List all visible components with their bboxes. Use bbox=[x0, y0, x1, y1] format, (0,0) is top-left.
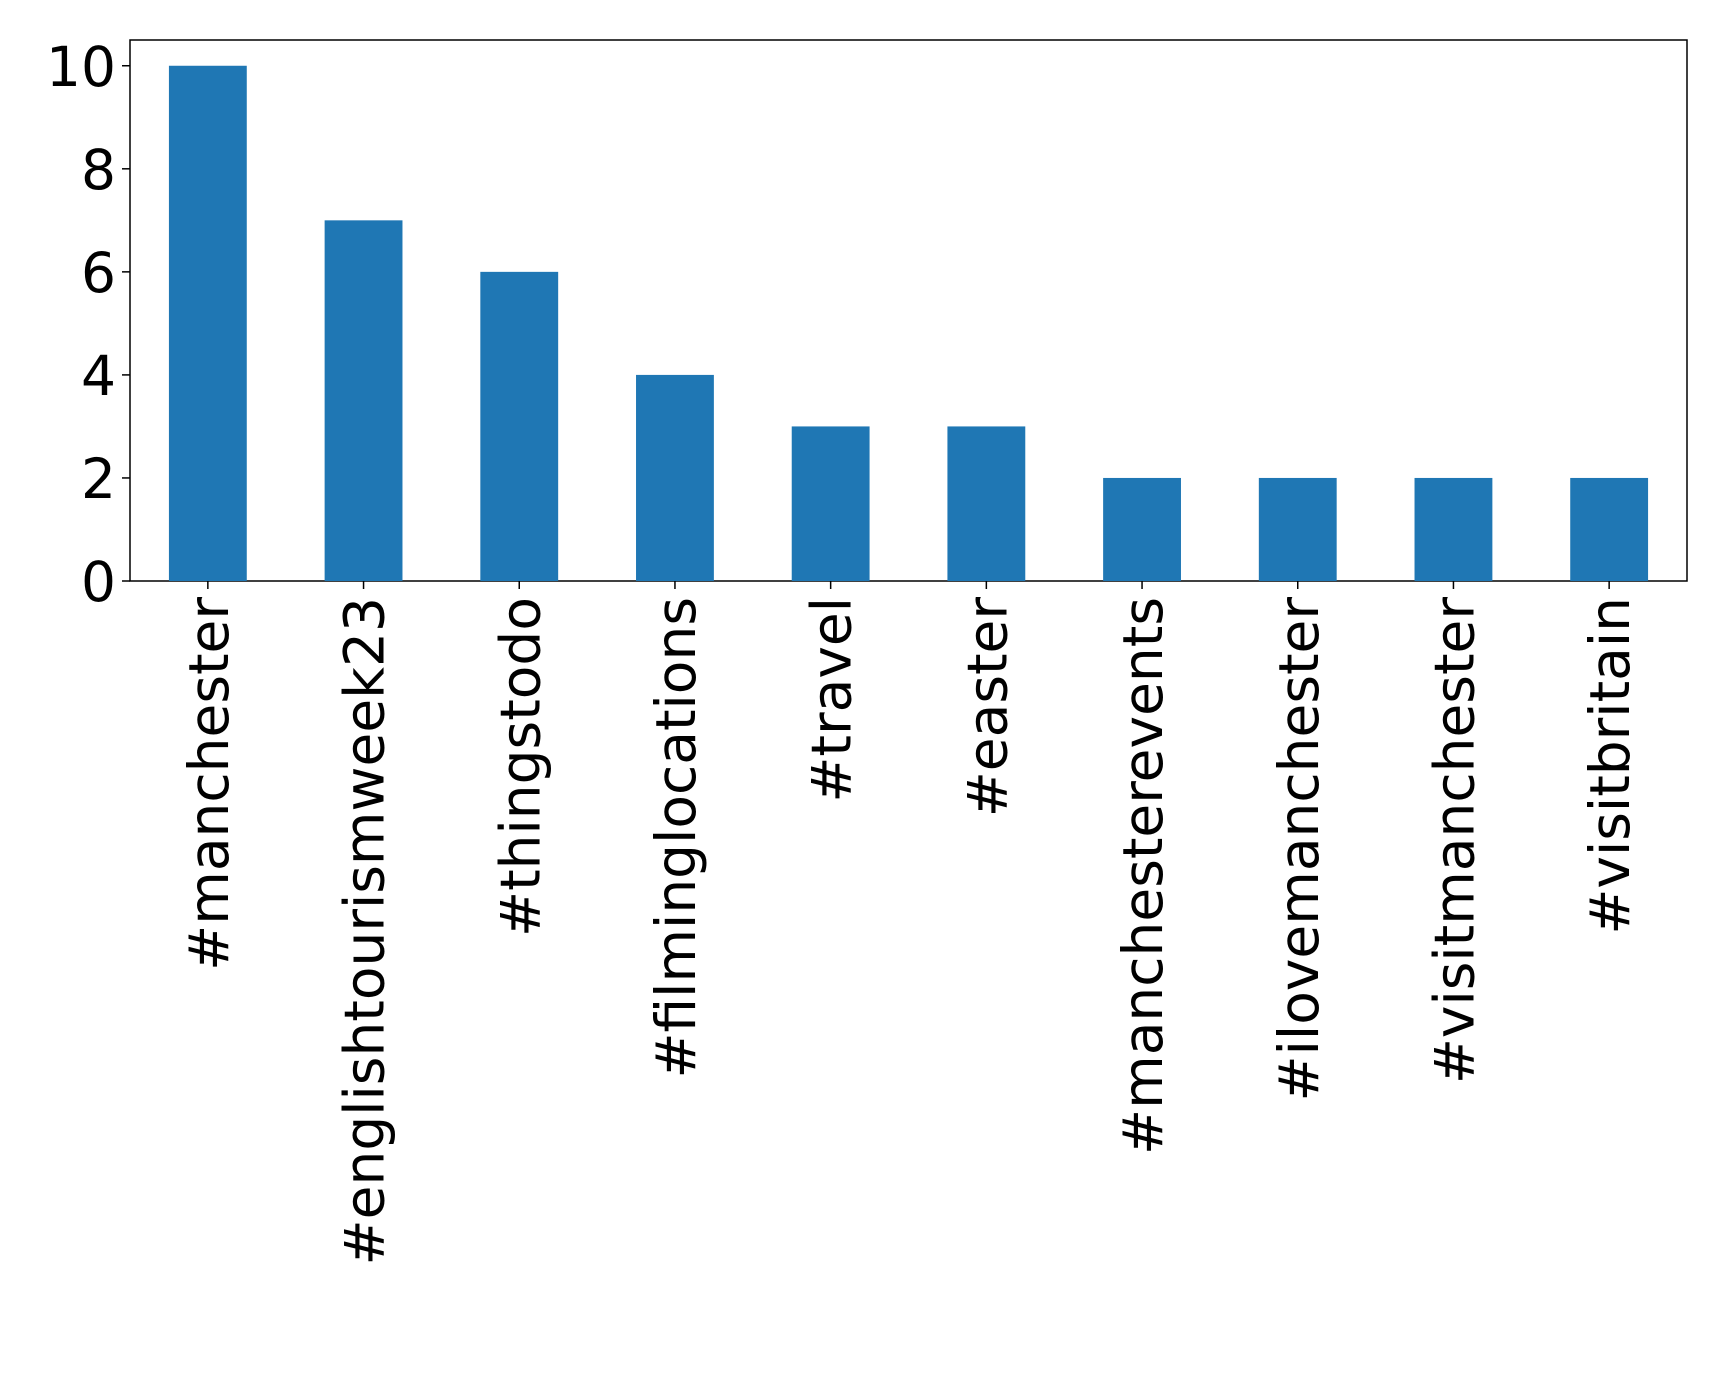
bar bbox=[1570, 477, 1649, 581]
bar bbox=[1414, 477, 1493, 581]
bar bbox=[480, 271, 559, 581]
x-tick-label: #travel bbox=[800, 597, 864, 803]
bar bbox=[1258, 477, 1337, 581]
x-tick-label: #englishtourismweek23 bbox=[333, 597, 397, 1265]
bar bbox=[1103, 477, 1181, 581]
bar bbox=[168, 65, 247, 581]
plot-frame bbox=[129, 39, 1688, 582]
y-tick-label: 6 bbox=[81, 241, 116, 305]
x-tick-label: #ilovemanchester bbox=[1267, 597, 1331, 1102]
x-tick-label: #filminglocations bbox=[644, 597, 708, 1079]
bar bbox=[636, 374, 714, 581]
x-tick-label: #visitmanchester bbox=[1422, 597, 1486, 1085]
y-tick-label: 8 bbox=[81, 138, 116, 202]
x-tick-label: #visitbritain bbox=[1578, 597, 1642, 935]
bar bbox=[324, 220, 403, 582]
x-tick-label: #manchesterevents bbox=[1111, 597, 1175, 1155]
y-tick-label: 10 bbox=[46, 35, 116, 99]
bar bbox=[791, 426, 870, 581]
x-tick-label: #manchester bbox=[177, 597, 241, 971]
x-tick-label: #thingstodo bbox=[488, 597, 552, 937]
bar bbox=[947, 426, 1026, 581]
y-tick-label: 2 bbox=[81, 447, 116, 511]
x-tick-label: #easter bbox=[955, 597, 1019, 818]
y-tick-label: 4 bbox=[81, 344, 116, 408]
y-tick-label: 0 bbox=[81, 550, 116, 614]
